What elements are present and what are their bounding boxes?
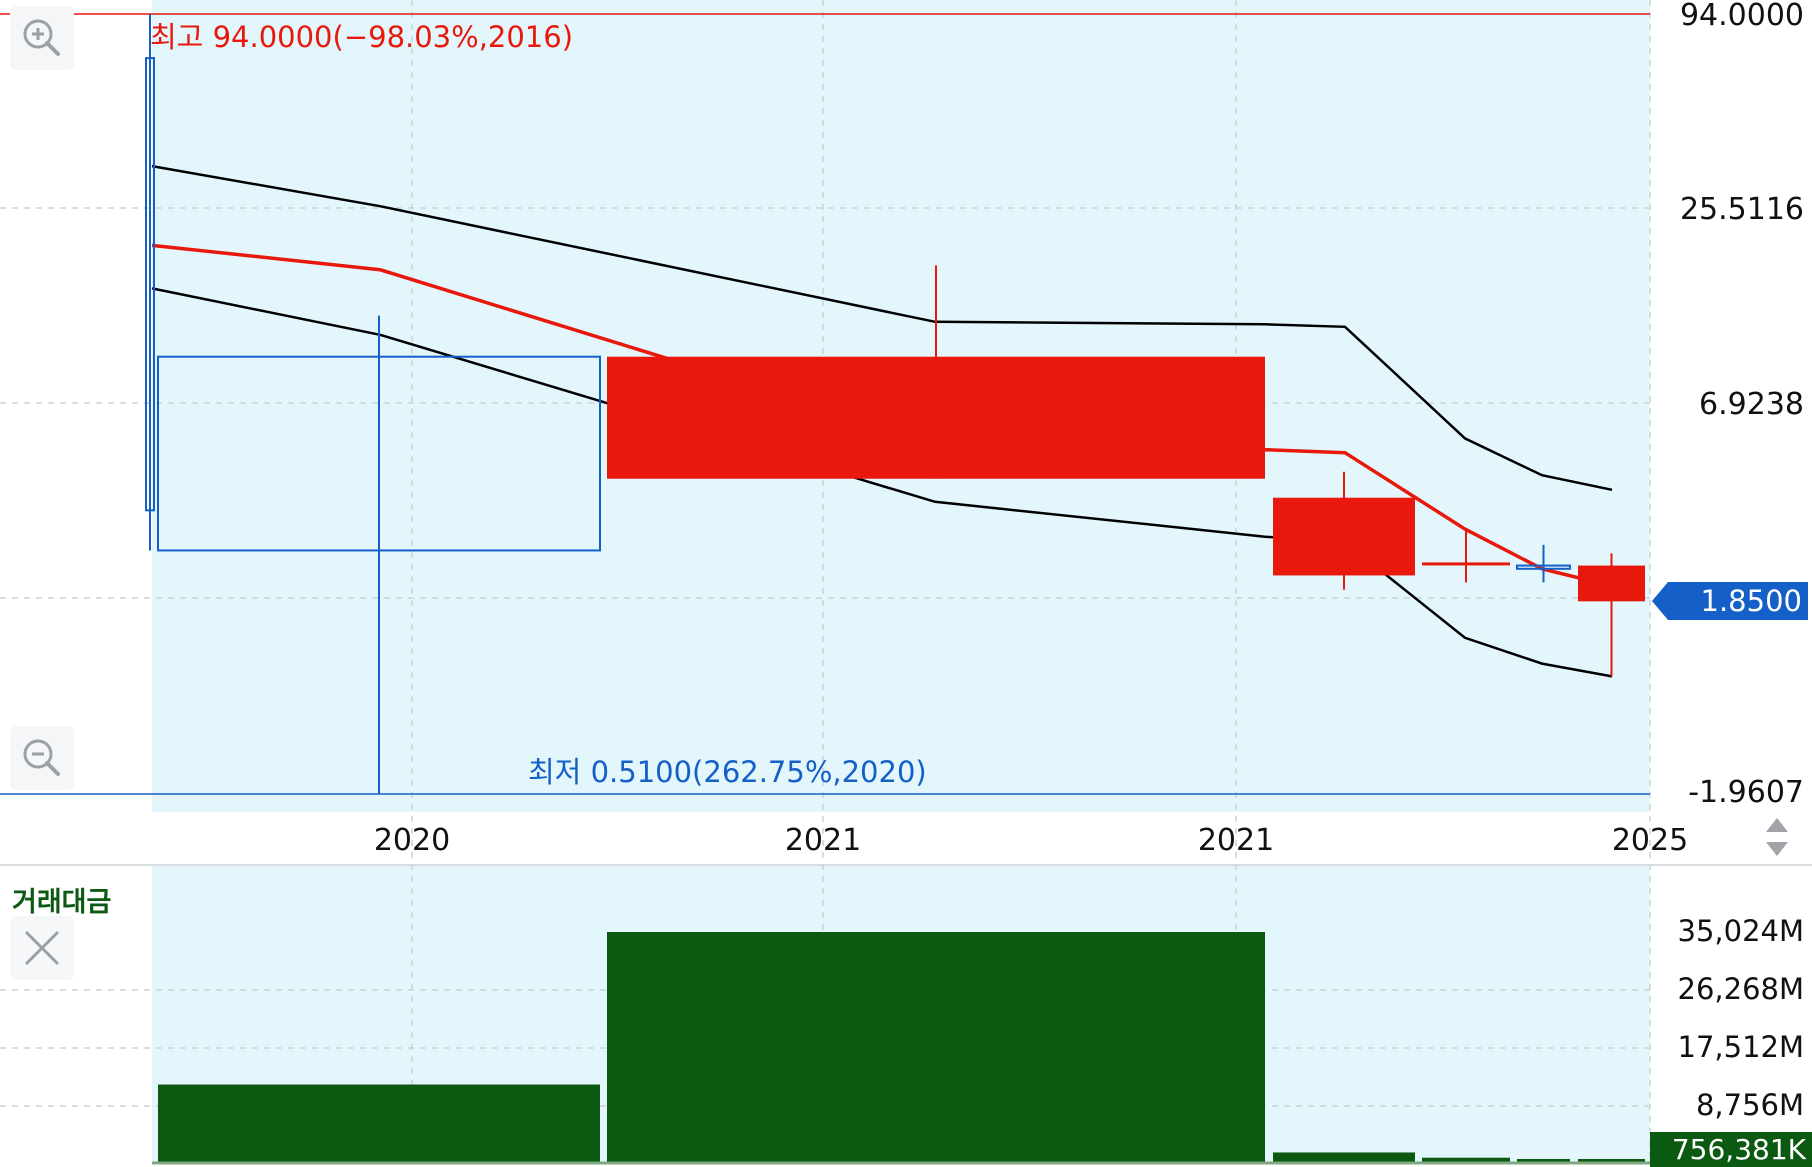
- low-annotation: 최저 0.5100(262.75%,2020): [528, 755, 927, 789]
- volume-tick-label: 8,756M: [1696, 1088, 1804, 1122]
- time-tick-label: 2021: [785, 823, 861, 858]
- axis-scroll-button[interactable]: [1752, 812, 1802, 862]
- time-tick-label: 2021: [1198, 823, 1274, 858]
- zoom-out-icon: [23, 739, 60, 776]
- candle-body: [1578, 565, 1645, 602]
- zoom-in-icon: [23, 19, 60, 56]
- current-volume-tag: 756,381K: [1650, 1132, 1812, 1167]
- candle-body: [145, 57, 155, 512]
- bollinger-middle-line: [151, 243, 1613, 588]
- candle-body: [1273, 497, 1415, 576]
- zoom-out-button[interactable]: [10, 726, 74, 790]
- up-down-arrows-icon: [1766, 818, 1788, 856]
- price-tick-label: 6.9238: [1699, 387, 1804, 422]
- volume-bar: [1273, 1152, 1415, 1163]
- bollinger-upper-line: [151, 164, 1613, 492]
- candle-body: [607, 356, 1265, 479]
- volume-bar: [1517, 1159, 1570, 1163]
- high-annotation: 최고 94.0000(−98.03%,2016): [150, 20, 573, 54]
- time-tick-label: 2025: [1612, 823, 1688, 858]
- candle-body: [1422, 562, 1510, 566]
- volume-bar: [1578, 1159, 1645, 1163]
- price-tick-label: 94.0000: [1680, 0, 1804, 33]
- time-axis-background: [0, 812, 1812, 866]
- current-price-value: 1.8500: [1700, 584, 1802, 618]
- price-tick-label: 25.5116: [1680, 192, 1804, 227]
- current-price-tag: 1.8500: [1652, 582, 1808, 620]
- price-tick-label: -1.9607: [1688, 775, 1804, 810]
- volume-tick-label: 26,268M: [1678, 972, 1805, 1006]
- candle-body: [1516, 564, 1571, 570]
- volume-bar: [607, 932, 1265, 1163]
- volume-tick-label: 35,024M: [1678, 914, 1805, 948]
- close-icon: [24, 930, 60, 966]
- volume-bar: [158, 1084, 600, 1163]
- candle-body: [157, 355, 601, 552]
- volume-indicator-label: 거래대금: [12, 887, 112, 918]
- remove-indicator-button[interactable]: [10, 916, 74, 980]
- volume-tick-label: 17,512M: [1678, 1030, 1805, 1064]
- time-tick-label: 2020: [374, 823, 450, 858]
- zoom-in-button[interactable]: [10, 6, 74, 70]
- volume-bar: [1422, 1157, 1510, 1163]
